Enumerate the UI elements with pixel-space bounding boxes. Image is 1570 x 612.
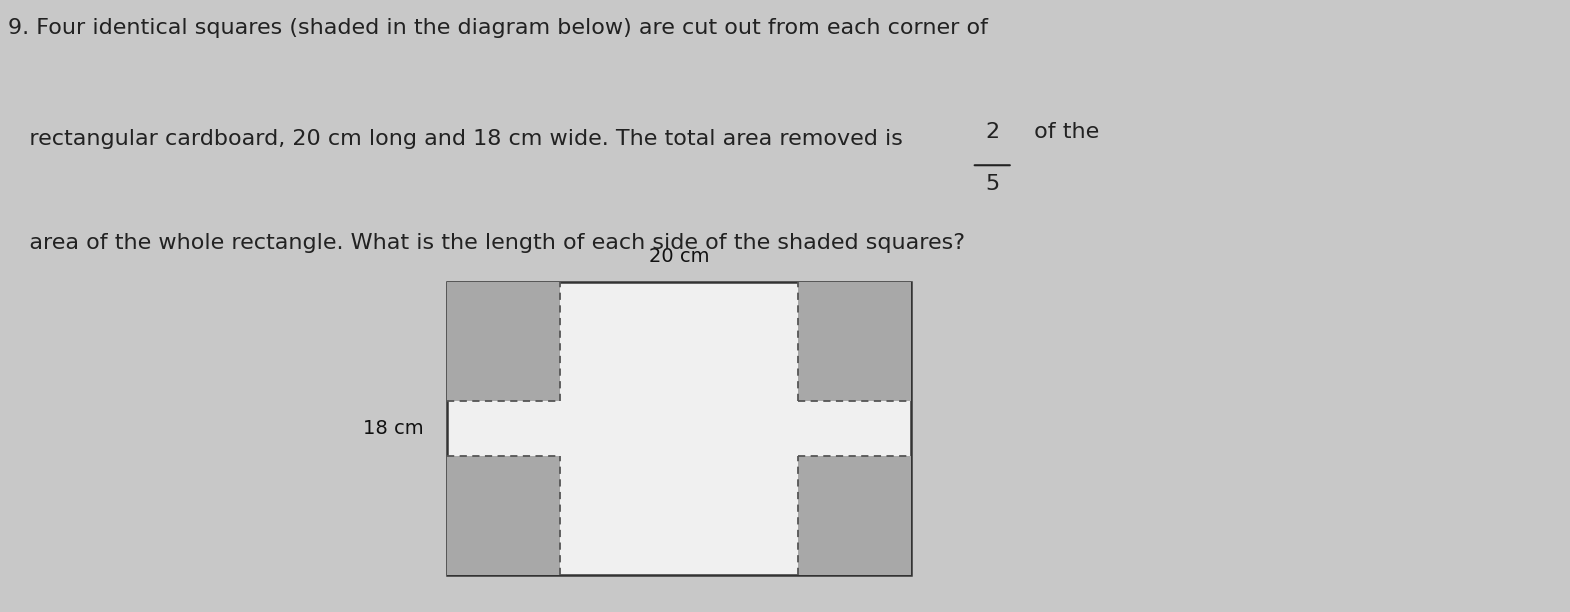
Text: 2: 2 <box>986 122 999 143</box>
Text: 9. Four identical squares (shaded in the diagram below) are cut out from each co: 9. Four identical squares (shaded in the… <box>8 18 988 39</box>
Text: area of the whole rectangle. What is the length of each side of the shaded squar: area of the whole rectangle. What is the… <box>8 233 966 253</box>
Text: 18 cm: 18 cm <box>363 419 424 438</box>
Text: 20 cm: 20 cm <box>648 247 710 266</box>
Bar <box>798 282 911 401</box>
Bar <box>447 456 560 575</box>
Bar <box>798 456 911 575</box>
Text: rectangular cardboard, 20 cm long and 18 cm wide. The total area removed is: rectangular cardboard, 20 cm long and 18… <box>8 129 903 149</box>
Bar <box>447 282 911 575</box>
Text: 5: 5 <box>984 174 1000 195</box>
Bar <box>447 282 560 401</box>
Text: of the: of the <box>1027 122 1099 143</box>
